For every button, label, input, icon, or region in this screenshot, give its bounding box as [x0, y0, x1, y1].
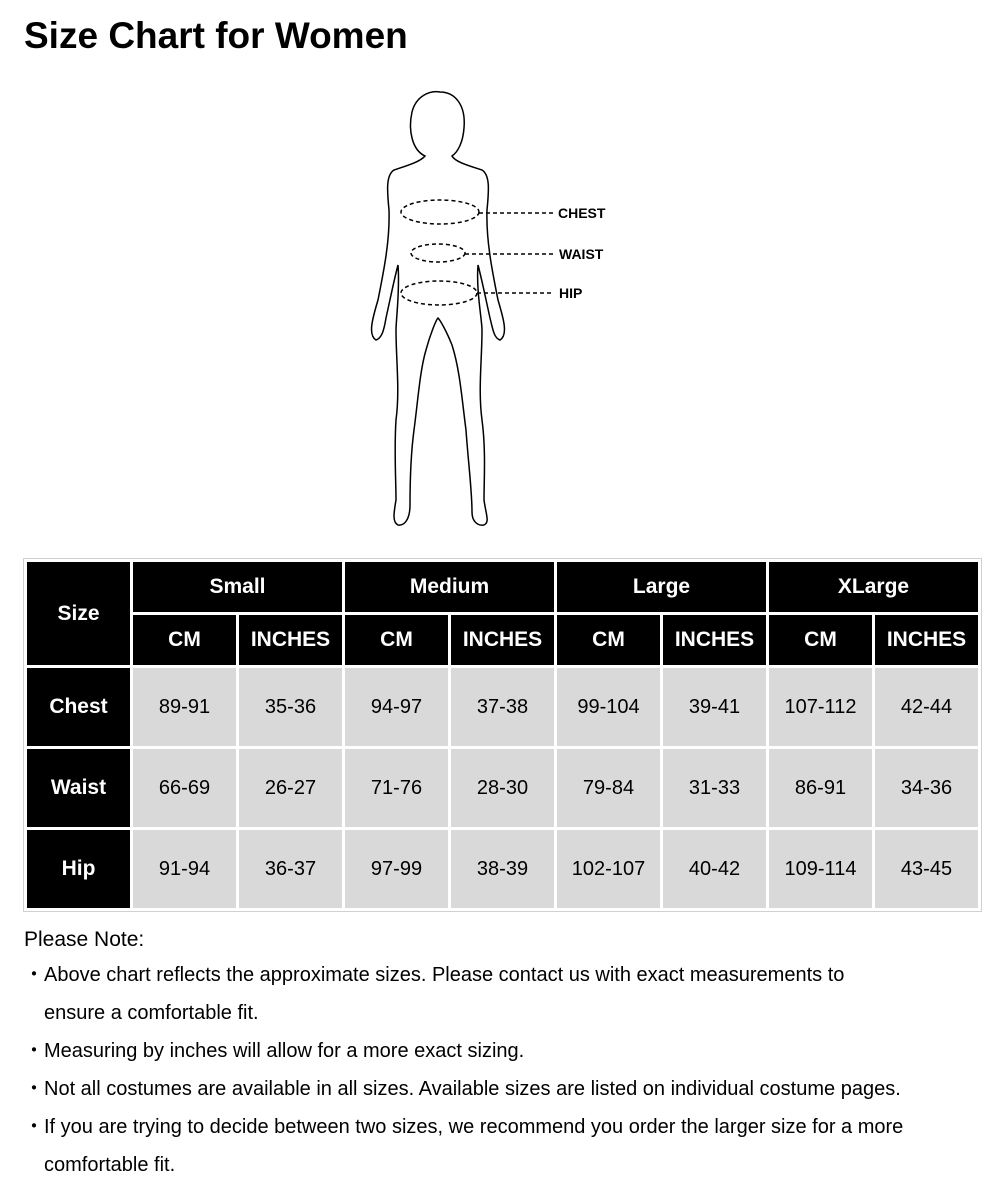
note-text: Measuring by inches will allow for a mor…	[44, 1040, 525, 1062]
unit-cm-header: CM	[557, 615, 660, 665]
table-cell: 43-45	[875, 830, 978, 908]
note-text: If you are trying to decide between two …	[44, 1116, 904, 1138]
note-item: ・ Above chart reflects the approximate si…	[24, 956, 994, 1032]
body-outline	[370, 90, 506, 526]
note-body: Above chart reflects the approximate siz…	[44, 956, 994, 1032]
table-cell: 107-112	[769, 668, 872, 746]
table-cell: 99-104	[557, 668, 660, 746]
size-large-header: Large	[557, 562, 766, 612]
row-label: Hip	[27, 830, 130, 908]
size-medium-header: Medium	[345, 562, 554, 612]
size-xlarge-header: XLarge	[769, 562, 978, 612]
note-text: Above chart reflects the approximate siz…	[44, 964, 845, 986]
unit-cm-header: CM	[345, 615, 448, 665]
table-cell: 40-42	[663, 830, 766, 908]
unit-inches-header: INCHES	[663, 615, 766, 665]
unit-cm-header: CM	[769, 615, 872, 665]
unit-cm-header: CM	[133, 615, 236, 665]
note-text: Not all costumes are available in all si…	[44, 1078, 901, 1100]
table-cell: 94-97	[345, 668, 448, 746]
table-cell: 38-39	[451, 830, 554, 908]
table-cell: 79-84	[557, 749, 660, 827]
table-cell: 102-107	[557, 830, 660, 908]
table-cell: 42-44	[875, 668, 978, 746]
chest-measure-ring	[400, 199, 480, 225]
table-row: Chest 89-91 35-36 94-97 37-38 99-104 39-41 107-…	[27, 668, 978, 746]
note-text: comfortable fit.	[44, 1154, 176, 1176]
note-body: Not all costumes are available in all si…	[44, 1070, 994, 1108]
note-item: ・ If you are trying to decide between two…	[24, 1108, 994, 1184]
table-cell: 39-41	[663, 668, 766, 746]
size-small-header: Small	[133, 562, 342, 612]
table-row: Hip 91-94 36-37 97-99 38-39 102-107 40-42 109-1…	[27, 830, 978, 908]
hip-label: HIP	[559, 285, 582, 301]
note-text: ensure a comfortable fit.	[44, 1002, 259, 1024]
note-item: ・ Not all costumes are available in all s…	[24, 1070, 994, 1108]
table-cell: 97-99	[345, 830, 448, 908]
note-item: ・ Measuring by inches will allow for a mo…	[24, 1032, 994, 1070]
waist-label: WAIST	[559, 246, 604, 262]
page-title: Size Chart for Women	[24, 15, 408, 56]
size-chart-table: Size Small Medium Large XLarge CM INCHES…	[23, 558, 982, 912]
notes-section: Please Note: ・ Above chart reflects the a…	[24, 924, 994, 1184]
chest-label: CHEST	[558, 205, 606, 221]
table-cell: 66-69	[133, 749, 236, 827]
hip-measure-ring	[400, 280, 478, 306]
unit-inches-header: INCHES	[875, 615, 978, 665]
bullet-icon: ・	[24, 1078, 44, 1100]
table-cell: 35-36	[239, 668, 342, 746]
table-cell: 89-91	[133, 668, 236, 746]
table-cell: 31-33	[663, 749, 766, 827]
bullet-icon: ・	[24, 964, 44, 986]
row-label: Waist	[27, 749, 130, 827]
body-silhouette-figure: CHEST WAIST HIP	[370, 90, 606, 526]
table-cell: 26-27	[239, 749, 342, 827]
table-cell: 109-114	[769, 830, 872, 908]
table-cell: 91-94	[133, 830, 236, 908]
unit-inches-header: INCHES	[451, 615, 554, 665]
table-cell: 86-91	[769, 749, 872, 827]
bullet-icon: ・	[24, 1116, 44, 1138]
notes-title: Please Note:	[24, 928, 145, 951]
table-cell: 34-36	[875, 749, 978, 827]
table-cell: 36-37	[239, 830, 342, 908]
waist-measure-ring	[410, 243, 466, 263]
table-cell: 71-76	[345, 749, 448, 827]
note-body: Measuring by inches will allow for a mor…	[44, 1032, 994, 1070]
unit-inches-header: INCHES	[239, 615, 342, 665]
bullet-icon: ・	[24, 1040, 44, 1062]
table-row: Waist 66-69 26-27 71-76 28-30 79-84 31-33 86-91…	[27, 749, 978, 827]
row-label: Chest	[27, 668, 130, 746]
table-cell: 28-30	[451, 749, 554, 827]
size-header: Size	[27, 562, 130, 665]
table-cell: 37-38	[451, 668, 554, 746]
note-body: If you are trying to decide between two …	[44, 1108, 994, 1184]
